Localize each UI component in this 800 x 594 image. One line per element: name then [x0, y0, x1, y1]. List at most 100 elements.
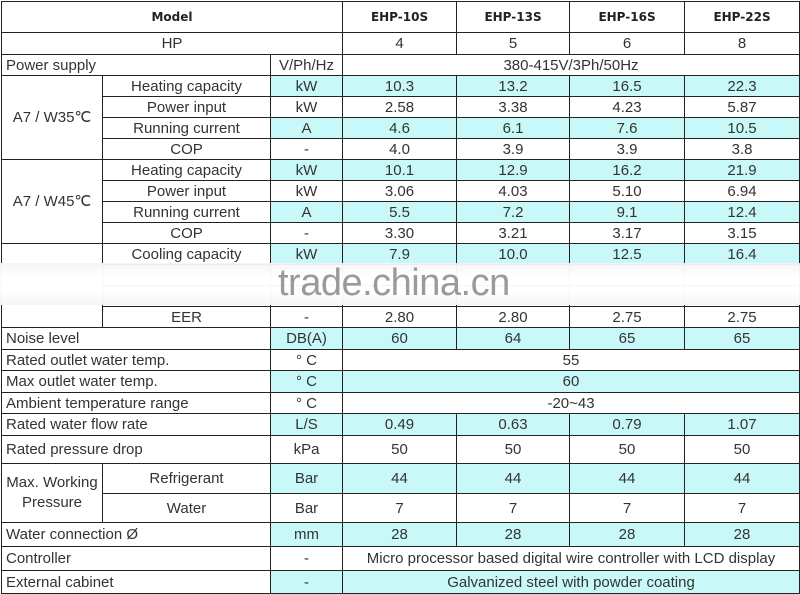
- value-cell: 21.9: [684, 159, 800, 181]
- value-cell: 6.94: [684, 180, 800, 202]
- value-cell: 10.5: [684, 117, 800, 139]
- watermark: trade.china.cn: [278, 262, 510, 304]
- spec-row: Rated outlet water temp. ° C 55: [1, 349, 800, 371]
- spec-row: Rated water flow rate L/S 0.49 0.63 0.79 1.07: [1, 413, 800, 436]
- value-cell: 10.0: [456, 243, 571, 265]
- unit-cell: -: [269, 222, 344, 244]
- unit-cell: ° C: [269, 349, 344, 371]
- value-cell: 5.10: [569, 180, 686, 202]
- value-cell: 65: [569, 327, 686, 350]
- hp-value: 5: [456, 32, 571, 55]
- value-cell: 65: [684, 327, 800, 350]
- hp-value: 8: [684, 32, 800, 55]
- value-cell: 50: [456, 435, 571, 464]
- unit-cell: mm: [269, 522, 344, 547]
- value-cell: 28: [569, 522, 686, 547]
- blurred-region: [0, 263, 800, 305]
- spec-label: EER: [102, 306, 271, 328]
- spec-label: Rated water flow rate: [1, 413, 271, 436]
- value-cell: 3.06: [342, 180, 458, 202]
- value-cell: 6.1: [456, 117, 571, 139]
- spec-label: COP: [102, 222, 271, 244]
- spec-label: Running current: [102, 201, 271, 223]
- unit-cell: kW: [269, 159, 344, 181]
- value-cell: 64: [456, 327, 571, 350]
- unit-cell: kPa: [269, 435, 344, 464]
- value-cell: 5.87: [684, 96, 800, 118]
- value-cell: 2.58: [342, 96, 458, 118]
- spec-row: Water Bar 7 7 7 7: [2, 493, 800, 523]
- value-cell: 60: [342, 370, 800, 393]
- value-cell: 12.4: [684, 201, 800, 223]
- value-cell: 55: [342, 349, 800, 371]
- spec-label: Refrigerant: [102, 463, 271, 494]
- value-cell: 7.6: [569, 117, 686, 139]
- spec-label: Rated pressure drop: [1, 435, 271, 464]
- header-row: Model EHP-10S EHP-13S EHP-16S EHP-22S: [0, 1, 800, 33]
- spec-label: Water: [102, 493, 271, 523]
- value-cell: 1.07: [684, 413, 800, 436]
- unit-cell: ° C: [269, 392, 344, 414]
- value-cell: 3.8: [684, 138, 800, 160]
- hp-value: 6: [569, 32, 686, 55]
- value-cell: 5.5: [342, 201, 458, 223]
- spec-row: Power input kW 3.06 4.03 5.10 6.94: [2, 180, 800, 202]
- value-cell: 4.03: [456, 180, 571, 202]
- spec-row: Ambient temperature range ° C -20~43: [1, 392, 800, 414]
- model-name: EHP-16S: [569, 1, 686, 33]
- model-name: EHP-10S: [342, 1, 458, 33]
- value-cell: 380-415V/3Ph/50Hz: [342, 54, 800, 76]
- value-cell: 13.2: [456, 75, 571, 97]
- unit-cell: kW: [269, 180, 344, 202]
- spec-row: Rated pressure drop kPa 50 50 50 50: [1, 435, 800, 464]
- value-cell: 16.2: [569, 159, 686, 181]
- unit-cell: A: [269, 201, 344, 223]
- unit-cell: kW: [269, 96, 344, 118]
- spec-label: Heating capacity: [102, 75, 271, 97]
- model-header: Model: [0, 1, 344, 33]
- spec-row: EER -2.80 2.80 2.75 2.75: [2, 306, 800, 328]
- value-cell: 7: [569, 493, 686, 523]
- group-label: A7 / W45℃: [1, 159, 103, 244]
- spec-label: Cooling capacity: [102, 243, 271, 265]
- spec-label: External cabinet: [1, 570, 271, 594]
- value-cell: 22.3: [684, 75, 800, 97]
- spec-label: COP: [102, 138, 271, 160]
- group-label: Max. Working Pressure: [1, 463, 103, 523]
- unit-cell: kW: [269, 75, 344, 97]
- value-cell: 44: [569, 463, 686, 494]
- value-cell: 4.6: [342, 117, 458, 139]
- spec-row: COP -4.0 3.9 3.9 3.8: [2, 138, 800, 160]
- spec-row: External cabinet - Galvanized steel with p…: [1, 570, 800, 594]
- hp-row: HP 4 5 6 8: [0, 32, 800, 55]
- value-cell: -20~43: [342, 392, 800, 414]
- spec-label: Ambient temperature range: [1, 392, 271, 414]
- value-cell: 0.63: [456, 413, 571, 436]
- spec-row: Max. Working Pressure Refrigerant Bar 44 44 4…: [1, 463, 800, 523]
- value-cell: 60: [342, 327, 458, 350]
- value-cell: 16.5: [569, 75, 686, 97]
- value-cell: 28: [342, 522, 458, 547]
- value-cell: 10.3: [342, 75, 458, 97]
- value-cell: 7.2: [456, 201, 571, 223]
- model-name: EHP-13S: [456, 1, 571, 33]
- value-cell: 0.49: [342, 413, 458, 436]
- unit-cell: DB(A): [269, 327, 344, 350]
- spec-row: Running current A 4.6 6.1 7.6 10.5: [2, 117, 800, 139]
- spec-label: Power supply: [1, 54, 271, 76]
- spec-label: Power input: [102, 180, 271, 202]
- value-cell: 3.30: [342, 222, 458, 244]
- spec-label: Power input: [102, 96, 271, 118]
- value-cell: 12.9: [456, 159, 571, 181]
- spec-row: Running current A 5.5 7.2 9.1 12.4: [2, 201, 800, 223]
- spec-label: Controller: [1, 546, 271, 571]
- value-cell: 7: [456, 493, 571, 523]
- value-cell: 16.4: [684, 243, 800, 265]
- value-cell: 12.5: [569, 243, 686, 265]
- value-cell: 2.80: [342, 306, 458, 328]
- value-cell: 28: [684, 522, 800, 547]
- value-cell: 3.21: [456, 222, 571, 244]
- unit-cell: ° C: [269, 370, 344, 393]
